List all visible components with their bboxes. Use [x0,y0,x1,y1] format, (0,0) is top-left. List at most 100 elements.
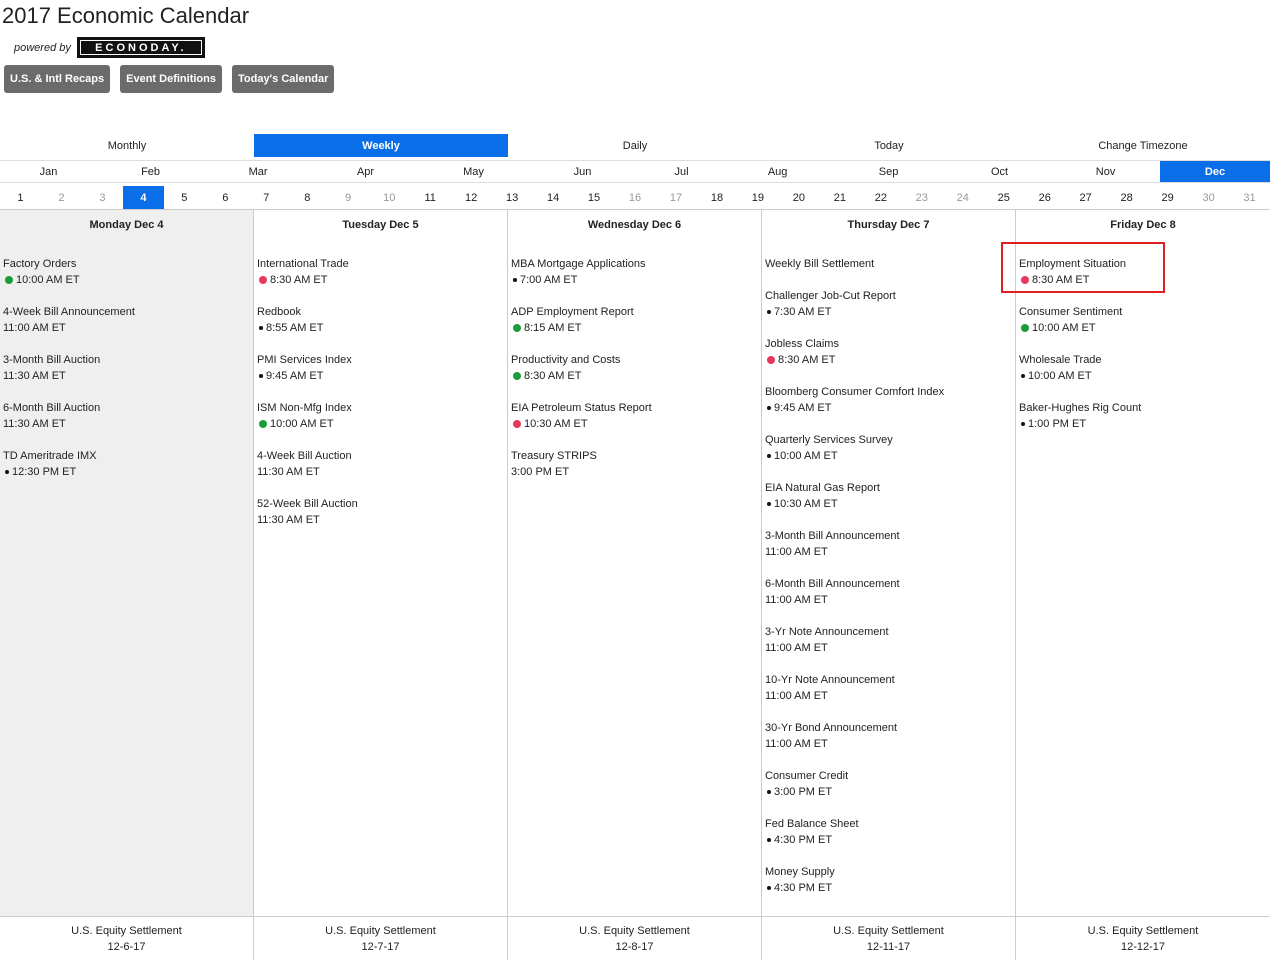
event-name-link[interactable]: 3-Yr Note Announcement [765,626,889,638]
event-time-text: 11:30 AM ET [3,418,66,430]
event-name-link[interactable]: Consumer Credit [765,770,849,782]
day-7[interactable]: 7 [263,191,270,204]
day-2[interactable]: 2 [58,191,65,204]
tab-monthly[interactable]: Monthly [107,139,147,152]
day-16[interactable]: 16 [628,191,642,204]
event-name-link[interactable]: Factory Orders [3,258,77,270]
event-name-link[interactable]: Money Supply [765,866,835,878]
event-name-link[interactable]: ISM Non-Mfg Index [257,402,352,414]
day-13[interactable]: 13 [505,191,519,204]
event-name-link[interactable]: Challenger Job-Cut Report [765,290,896,302]
event-item: Challenger Job-Cut Report 7:30 AM ET [765,288,1015,320]
day-25[interactable]: 25 [997,191,1010,204]
econoday-logo[interactable]: ECONODAY. [76,37,205,58]
month-apr[interactable]: Apr [356,165,375,178]
event-name-link[interactable]: Redbook [257,306,302,318]
event-name-link[interactable]: 4-Week Bill Announcement [3,306,135,318]
event-name-link[interactable]: ADP Employment Report [511,306,634,318]
day-column-heading[interactable]: Thursday Dec 7 [847,219,930,231]
day-column-heading[interactable]: Monday Dec 4 [89,219,164,231]
day-29[interactable]: 29 [1161,191,1174,204]
event-name-link[interactable]: Consumer Sentiment [1019,306,1123,318]
event-name-link[interactable]: EIA Petroleum Status Report [511,402,652,414]
event-name-link[interactable]: 6-Month Bill Announcement [765,578,900,590]
settlement-label[interactable]: U.S. Equity Settlement [1087,925,1199,937]
day-column-heading[interactable]: Wednesday Dec 6 [587,219,682,231]
event-name-link[interactable]: TD Ameritrade IMX [3,450,97,462]
event-name-link[interactable]: International Trade [257,258,349,270]
event-name-link[interactable]: 10-Yr Note Announcement [765,674,895,686]
tab-today[interactable]: Today [874,139,904,152]
event-name-link[interactable]: Quarterly Services Survey [765,434,893,446]
event-name-link[interactable]: Fed Balance Sheet [765,818,859,830]
settlement-label[interactable]: U.S. Equity Settlement [71,925,182,937]
day-3[interactable]: 3 [99,191,106,204]
month-nov[interactable]: Nov [1095,165,1116,178]
event-name-link[interactable]: Jobless Claims [765,338,839,350]
day-20[interactable]: 20 [792,191,806,204]
tab-weekly[interactable]: Weekly [254,134,508,157]
event-name-link[interactable]: Weekly Bill Settlement [765,258,875,270]
month-jan[interactable]: Jan [39,165,58,178]
month-aug[interactable]: Aug [767,165,788,178]
month-jul[interactable]: Jul [674,165,689,178]
recaps-button[interactable]: U.S. & Intl Recaps [4,65,111,93]
settlement-label[interactable]: U.S. Equity Settlement [579,925,690,937]
day-11[interactable]: 11 [424,191,436,204]
day-10[interactable]: 10 [383,191,396,204]
day-26[interactable]: 26 [1038,191,1051,204]
month-sep[interactable]: Sep [878,165,899,178]
event-name-link[interactable]: 3-Month Bill Announcement [765,530,900,542]
month-may[interactable]: May [463,165,484,178]
event-definitions-button[interactable]: Event Definitions [120,65,222,93]
tab-change-timezone[interactable]: Change Timezone [1098,139,1188,152]
month-mar[interactable]: Mar [248,165,268,178]
event-name-link[interactable]: 3-Month Bill Auction [3,354,101,366]
tab-daily[interactable]: Daily [622,139,648,152]
day-9[interactable]: 9 [345,191,352,204]
day-column-heading[interactable]: Tuesday Dec 5 [342,219,419,231]
month-jun[interactable]: Jun [573,165,592,178]
day-18[interactable]: 18 [710,191,724,204]
day-4[interactable]: 4 [122,186,164,209]
event-name-link[interactable]: 4-Week Bill Auction [257,450,352,462]
day-1[interactable]: 1 [17,191,24,204]
day-27[interactable]: 27 [1079,191,1092,204]
day-12[interactable]: 12 [465,191,478,204]
day-5[interactable]: 5 [181,191,188,204]
event-name-link[interactable]: EIA Natural Gas Report [765,482,880,494]
day-14[interactable]: 14 [546,191,560,204]
day-21[interactable]: 21 [833,191,846,204]
month-feb[interactable]: Feb [141,165,161,178]
event-name-link[interactable]: Baker-Hughes Rig Count [1019,402,1142,414]
event-list: Employment Situation 8:30 AM ET Consumer S… [1016,256,1270,432]
todays-calendar-button[interactable]: Today's Calendar [231,65,335,93]
event-name-link[interactable]: PMI Services Index [257,354,352,366]
month-dec[interactable]: Dec [1160,161,1270,182]
day-17[interactable]: 17 [669,191,683,204]
day-28[interactable]: 28 [1120,191,1133,204]
event-name-link[interactable]: 30-Yr Bond Announcement [765,722,898,734]
day-22[interactable]: 22 [874,191,887,204]
day-8[interactable]: 8 [304,191,311,204]
event-name-link[interactable]: 52-Week Bill Auction [257,498,358,510]
event-name-link[interactable]: Bloomberg Consumer Comfort Index [765,386,945,398]
event-name-link[interactable]: MBA Mortgage Applications [511,258,646,270]
day-31[interactable]: 31 [1243,191,1256,204]
month-oct[interactable]: Oct [990,165,1009,178]
day-19[interactable]: 19 [751,191,765,204]
settlement-label[interactable]: U.S. Equity Settlement [833,925,944,937]
day-column-heading[interactable]: Friday Dec 8 [1110,219,1176,231]
event-name-link[interactable]: Employment Situation [1019,258,1126,270]
event-name-link[interactable]: Wholesale Trade [1019,354,1102,366]
day-30[interactable]: 30 [1202,191,1215,204]
settlement-label[interactable]: U.S. Equity Settlement [325,925,436,937]
day-23[interactable]: 23 [915,191,928,204]
event-name-link[interactable]: Productivity and Costs [511,354,621,366]
event-time-text: 11:00 AM ET [765,594,828,606]
day-6[interactable]: 6 [222,191,229,204]
event-name-link[interactable]: Treasury STRIPS [511,450,597,462]
day-15[interactable]: 15 [587,191,601,204]
day-24[interactable]: 24 [956,191,969,204]
event-name-link[interactable]: 6-Month Bill Auction [3,402,101,414]
